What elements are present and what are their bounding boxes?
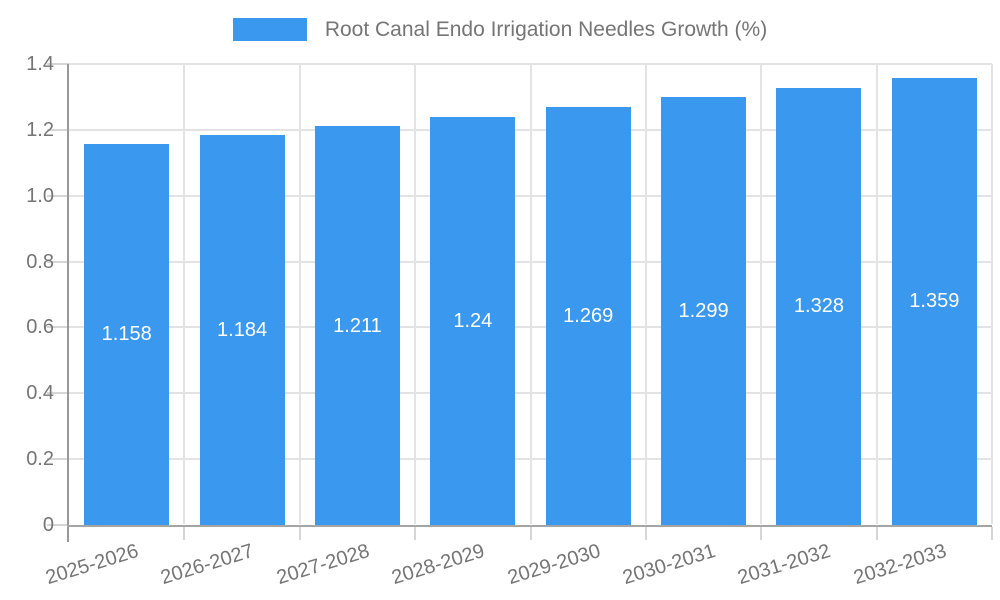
legend-swatch-icon xyxy=(232,18,307,41)
bar-value-label: 1.158 xyxy=(101,323,152,346)
bar-value-label: 1.211 xyxy=(333,314,382,337)
y-tick-label: 0.2 xyxy=(26,448,54,471)
bar xyxy=(891,77,977,525)
y-tick xyxy=(47,260,69,263)
gridline-v xyxy=(760,64,763,524)
x-tick-label: 2025-2026 xyxy=(43,540,142,590)
gridline-v xyxy=(875,64,878,524)
y-tick xyxy=(47,194,69,197)
bar-value-label: 1.269 xyxy=(563,305,614,328)
y-tick xyxy=(47,128,69,131)
x-tick xyxy=(298,527,301,540)
bar xyxy=(545,107,631,525)
x-tick-label: 2029-2030 xyxy=(504,540,603,590)
x-tick xyxy=(414,527,417,540)
x-tick xyxy=(529,527,532,540)
x-tick-label: 2030-2031 xyxy=(620,540,718,590)
bar xyxy=(776,87,862,525)
x-tick-label: 2026-2027 xyxy=(158,540,257,590)
y-tick-label: 1.4 xyxy=(26,53,54,75)
gridline-v xyxy=(298,64,301,524)
bar-value-label: 1.359 xyxy=(909,290,960,313)
x-tick xyxy=(875,527,878,540)
y-tick xyxy=(47,524,69,526)
gridline-v xyxy=(414,64,417,524)
y-tick-label: 0.6 xyxy=(26,316,54,339)
bar-value-label: 1.328 xyxy=(793,295,844,318)
x-tick xyxy=(991,527,993,540)
x-tick xyxy=(760,527,763,540)
x-tick-label: 2027-2028 xyxy=(273,540,372,590)
bar xyxy=(314,126,400,525)
bar-value-label: 1.24 xyxy=(453,309,493,332)
x-tick-label: 2028-2029 xyxy=(389,540,488,590)
y-tick xyxy=(47,458,69,461)
legend-label: Root Canal Endo Irrigation Needles Growt… xyxy=(324,18,768,41)
bar-value-label: 1.299 xyxy=(678,300,729,323)
y-tick-label: 0 xyxy=(42,514,54,536)
gridline-v xyxy=(644,64,647,524)
y-tick-label: 1.2 xyxy=(26,118,54,141)
bar-value-label: 1.184 xyxy=(217,319,268,342)
bar xyxy=(430,116,516,525)
y-tick-label: 0.8 xyxy=(26,250,54,273)
x-axis-line xyxy=(67,525,992,527)
x-tick-label: 2032-2033 xyxy=(850,540,949,590)
y-tick xyxy=(47,392,69,395)
bar xyxy=(199,135,285,525)
bar xyxy=(661,97,747,525)
y-tick-label: 1.0 xyxy=(26,184,54,207)
x-tick xyxy=(644,527,647,540)
y-tick xyxy=(47,63,69,65)
x-tick xyxy=(183,527,186,540)
y-tick-label: 0.4 xyxy=(26,382,54,405)
gridline-v xyxy=(991,64,993,524)
y-axis-line xyxy=(67,64,69,542)
gridline-v xyxy=(183,64,186,524)
y-tick xyxy=(47,326,69,329)
chart-legend[interactable]: Root Canal Endo Irrigation Needles Growt… xyxy=(0,18,1000,41)
gridline-v xyxy=(529,64,532,524)
bar xyxy=(84,143,170,525)
x-tick-label: 2031-2032 xyxy=(735,540,834,590)
